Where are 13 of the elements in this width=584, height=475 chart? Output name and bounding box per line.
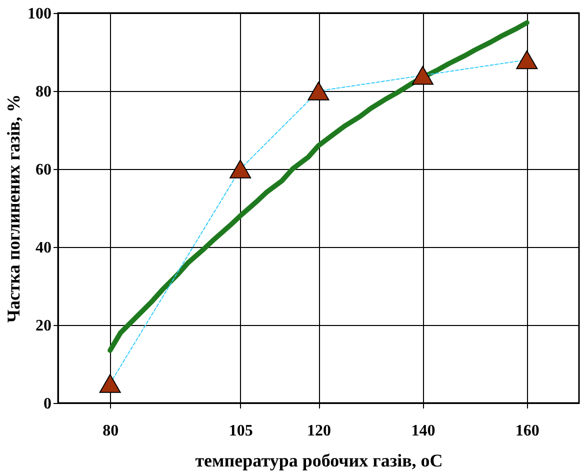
x-tick-label: 160 — [515, 422, 540, 440]
x-tick-label: 120 — [307, 422, 331, 440]
y-tick-label: 60 — [36, 162, 52, 178]
y-tick-label: 40 — [36, 240, 52, 256]
y-tick-label: 80 — [36, 84, 52, 100]
x-tick-label: 140 — [411, 422, 436, 440]
y-tick-label: 20 — [36, 318, 52, 334]
x-axis-title: температура робочих газів, оС — [195, 450, 443, 470]
x-tick-label: 80 — [102, 422, 119, 440]
y-tick-label: 0 — [44, 396, 52, 412]
y-axis-title: Частка поглинених газів, % — [4, 94, 24, 323]
x-tick-label: 105 — [228, 422, 253, 440]
y-tick-label: 100 — [28, 6, 52, 22]
